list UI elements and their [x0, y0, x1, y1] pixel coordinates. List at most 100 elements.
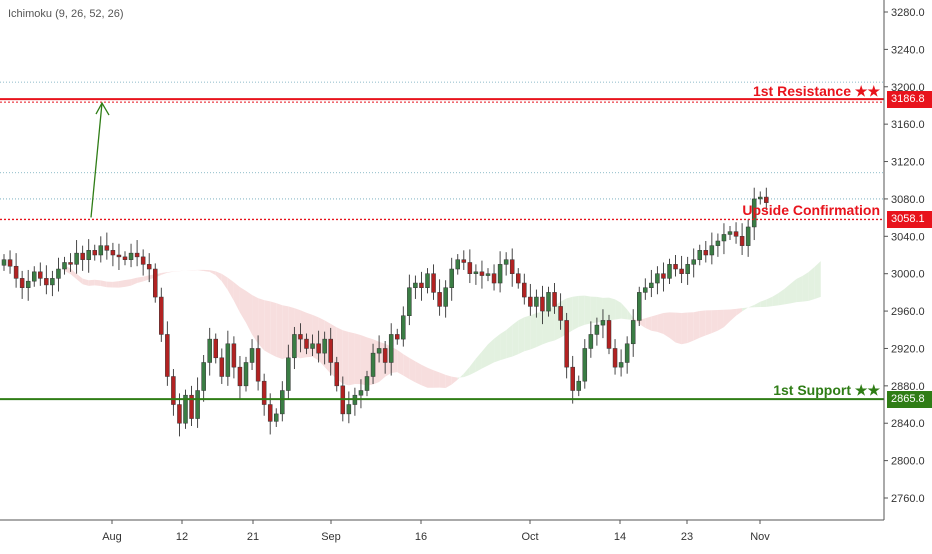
candle [637, 287, 641, 326]
candle-body [298, 334, 302, 339]
cloud-segment [809, 267, 815, 301]
candle-body [571, 367, 575, 390]
candle-body [643, 288, 647, 293]
candle-body [153, 269, 157, 297]
cloud-segment [579, 296, 585, 327]
support-price-tag: 2865.8 [887, 391, 932, 408]
cloud-segment [663, 312, 669, 338]
candle-body [698, 250, 702, 259]
candle-body [377, 348, 381, 353]
candle-body [105, 246, 109, 251]
y-tick-label: 3000.0 [891, 269, 925, 281]
candle [607, 315, 611, 354]
candle-body [474, 272, 478, 274]
cloud-segment [803, 272, 809, 302]
candle-body [208, 339, 212, 362]
x-tick-label: Aug [102, 531, 122, 543]
candle-body [704, 250, 708, 255]
cloud-segment [797, 276, 803, 302]
candle-body [329, 339, 333, 362]
candle-body [99, 246, 103, 255]
candle-body [625, 344, 629, 363]
candle-body [347, 405, 351, 414]
candle-body [389, 334, 393, 362]
cloud-segment [282, 305, 288, 359]
candle-body [413, 283, 417, 288]
candle-body [504, 260, 508, 265]
cloud-segment [676, 313, 682, 345]
candle-body [56, 269, 60, 278]
candle-body [165, 334, 169, 376]
candle-body [196, 391, 200, 419]
candle-body [129, 253, 133, 260]
candle-body [559, 306, 563, 320]
candle-body [716, 241, 720, 246]
cloud-segment [591, 297, 597, 324]
candle-body [44, 278, 48, 285]
cloud-segment [119, 280, 125, 288]
confirmation-price-tag: 3058.1 [887, 211, 932, 228]
y-tick-label: 2960.0 [891, 306, 925, 318]
cloud-segment [397, 350, 403, 376]
indicator-label: Ichimoku (9, 26, 52, 26) [8, 8, 124, 20]
cloud-segment [712, 310, 718, 333]
cloud-segment [355, 333, 361, 384]
candle-body [528, 297, 532, 306]
candle-body [177, 405, 181, 424]
candle-body [746, 227, 750, 246]
cloud-segment [428, 368, 434, 388]
cloud-segment [682, 313, 688, 345]
x-tick-label: Sep [321, 531, 341, 543]
candle-body [637, 292, 641, 320]
candle-body [292, 334, 296, 357]
candle-body [589, 334, 593, 348]
candle-body [365, 377, 369, 391]
candle [184, 390, 188, 429]
y-tick-label: 3240.0 [891, 44, 925, 56]
candle-body [32, 272, 36, 281]
candle-body [262, 381, 266, 404]
x-tick-label: Nov [750, 531, 770, 543]
cloud-segment [440, 372, 446, 388]
cloud-segment [107, 282, 113, 288]
cloud-segment [603, 298, 609, 322]
cloud-segment [434, 370, 440, 388]
y-tick-label: 2800.0 [891, 456, 925, 468]
candle-body [674, 264, 678, 269]
y-tick-label: 2840.0 [891, 418, 925, 430]
candle-body [26, 281, 30, 288]
cloud-segment [512, 320, 518, 356]
cloud-segment [718, 310, 724, 331]
candle-body [468, 262, 472, 273]
cloud-segment [573, 296, 579, 330]
candle-body [123, 257, 127, 260]
cloud-segment [313, 315, 319, 361]
candle-body [758, 197, 762, 199]
cloud-segment [536, 312, 542, 347]
x-tick-label: 23 [681, 531, 693, 543]
x-tick-label: 16 [415, 531, 427, 543]
candle-body [740, 236, 744, 245]
cloud-segment [542, 309, 548, 344]
candle-body [565, 320, 569, 367]
candle-body [631, 320, 635, 343]
candle-body [583, 348, 587, 381]
y-tick-label: 2760.0 [891, 493, 925, 505]
candle-body [226, 344, 230, 377]
cloud-segment [270, 301, 276, 356]
y-tick-label: 3280.0 [891, 7, 925, 19]
candle-body [244, 362, 248, 385]
candle-body [323, 339, 327, 353]
candle-body [728, 232, 732, 235]
x-tick-label: 14 [614, 531, 626, 543]
candle-body [649, 283, 653, 288]
candle-body [50, 278, 54, 285]
candle-body [734, 232, 738, 237]
cloud-segment [706, 310, 712, 335]
candle-body [87, 250, 91, 259]
candle-body [619, 362, 623, 367]
candle-body [486, 274, 490, 276]
cloud-segment [89, 280, 95, 286]
candle-body [93, 250, 97, 255]
y-tick-label: 3040.0 [891, 231, 925, 243]
